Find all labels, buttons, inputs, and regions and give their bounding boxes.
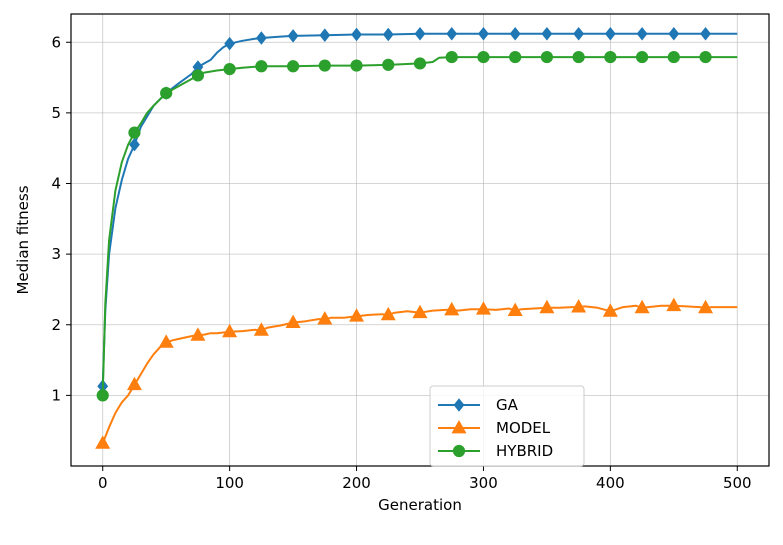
y-tick-label: 5 xyxy=(51,104,61,122)
data-point xyxy=(667,50,680,64)
series-model xyxy=(95,297,738,449)
data-point xyxy=(222,323,238,338)
data-point xyxy=(700,27,711,41)
series-line-model xyxy=(101,304,738,444)
x-tick-label: 200 xyxy=(342,474,371,492)
x-axis-label: Generation xyxy=(378,496,462,514)
x-tick-label: 400 xyxy=(596,474,625,492)
data-point xyxy=(475,301,491,315)
legend: GA MODEL HYBRID xyxy=(429,385,585,467)
data-point xyxy=(382,58,395,71)
legend-marker xyxy=(452,444,466,458)
data-point xyxy=(286,60,300,73)
data-point xyxy=(634,299,650,314)
data-point xyxy=(128,126,141,139)
data-point xyxy=(318,59,331,72)
data-point xyxy=(160,87,173,100)
plot-frame xyxy=(70,13,770,467)
data-point xyxy=(126,376,142,391)
y-tick-label: 1 xyxy=(51,386,61,404)
data-point xyxy=(572,50,585,64)
data-point xyxy=(413,57,427,70)
data-point xyxy=(191,69,205,82)
data-point xyxy=(509,27,521,41)
x-tick-label: 100 xyxy=(215,474,244,492)
data-point xyxy=(573,27,585,41)
series-line-hybrid xyxy=(101,56,738,396)
data-point xyxy=(541,27,553,41)
x-axis-ticks: 0 100 200 300 400 500 xyxy=(98,466,752,492)
data-point xyxy=(507,302,523,317)
data-point xyxy=(96,389,109,402)
data-point xyxy=(287,29,299,43)
data-point xyxy=(224,36,236,51)
x-tick-label: 300 xyxy=(469,474,498,492)
series-hybrid xyxy=(96,50,738,402)
data-point xyxy=(95,435,111,449)
y-tick-label: 3 xyxy=(51,245,61,263)
data-point xyxy=(604,50,617,64)
grid-lines xyxy=(71,14,769,466)
data-point xyxy=(412,304,428,319)
data-point xyxy=(285,314,301,329)
data-point xyxy=(319,28,331,42)
legend-marker xyxy=(451,419,467,434)
data-point xyxy=(223,62,236,76)
data-point xyxy=(666,297,682,312)
data-point xyxy=(380,306,396,321)
y-axis-ticks: 1 2 3 4 5 6 xyxy=(51,33,71,404)
data-point xyxy=(253,322,269,336)
x-tick-label: 0 xyxy=(98,474,108,492)
legend-marker xyxy=(453,398,465,412)
data-point xyxy=(698,299,714,314)
data-point xyxy=(190,327,206,341)
y-axis-label: Median fitness xyxy=(14,185,32,294)
data-point xyxy=(540,50,554,64)
legend-label: HYBRID xyxy=(496,442,553,460)
data-point xyxy=(699,50,712,64)
data-point xyxy=(477,50,490,64)
data-point xyxy=(445,50,458,64)
data-point xyxy=(602,303,618,317)
y-tick-label: 4 xyxy=(51,175,61,193)
data-point xyxy=(255,60,268,73)
data-point xyxy=(478,27,489,41)
data-point xyxy=(539,299,555,314)
data-point xyxy=(668,27,680,41)
data-point xyxy=(255,31,267,45)
legend-label: MODEL xyxy=(496,419,551,437)
data-point xyxy=(509,50,522,64)
legend-label: GA xyxy=(496,396,519,414)
x-tick-label: 500 xyxy=(723,474,752,492)
data-point xyxy=(317,311,333,325)
series-layer xyxy=(95,27,738,449)
data-point xyxy=(129,137,140,152)
data-point xyxy=(571,299,587,313)
data-point xyxy=(635,50,649,64)
data-point xyxy=(636,27,648,41)
data-point xyxy=(444,301,460,316)
data-point xyxy=(604,27,616,41)
data-point xyxy=(351,27,362,42)
data-point xyxy=(414,27,426,41)
data-point xyxy=(349,308,365,322)
data-point xyxy=(158,334,174,348)
series-ga xyxy=(97,27,738,393)
data-point xyxy=(446,27,458,41)
y-tick-label: 6 xyxy=(51,33,61,51)
y-tick-label: 2 xyxy=(51,316,61,334)
data-point xyxy=(382,27,394,42)
data-point xyxy=(350,59,363,72)
